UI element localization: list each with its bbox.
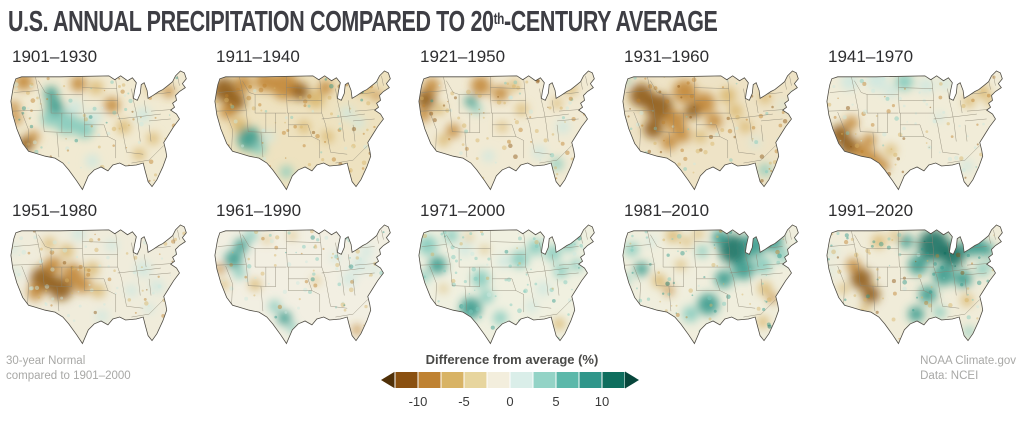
- map-cell: 1971–2000: [414, 195, 610, 349]
- legend-tick-label: 5: [552, 394, 559, 409]
- us-precipitation-map: [418, 224, 595, 345]
- us-precipitation-map: [622, 224, 799, 345]
- map-cell: 1961–1990: [210, 195, 406, 349]
- source-credit: NOAA Climate.gov Data: NCEI: [920, 354, 1016, 385]
- us-precipitation-map: [418, 70, 595, 191]
- map-period-label: 1971–2000: [420, 201, 506, 221]
- title-row: U.S. ANNUAL PRECIPITATION COMPARED TO 20…: [8, 6, 1024, 39]
- map-period-label: 1901–1930: [12, 47, 98, 66]
- color-legend: Difference from average (%) -10 -5 0 5 10: [381, 352, 643, 410]
- legend-tick-label: -10: [409, 394, 428, 409]
- map-period-label: 1941–1970: [828, 47, 914, 66]
- map-period-label: 1911–1940: [216, 47, 300, 66]
- baseline-note-line2: compared to 1901–2000: [6, 370, 131, 383]
- map-cell: 1991–2020: [822, 195, 1018, 349]
- map-cell: 1901–1930: [6, 41, 202, 195]
- us-precipitation-map: [826, 70, 1003, 191]
- legend-scale: -10 -5 0 5 10: [381, 370, 639, 409]
- map-cell: 1981–2010: [618, 195, 814, 349]
- baseline-note: 30-year Normal compared to 1901–2000: [6, 354, 131, 385]
- map-cell: 1921–1950: [414, 41, 610, 195]
- map-period-label: 1991–2020: [828, 201, 914, 221]
- us-precipitation-map: [10, 70, 187, 191]
- footer: 30-year Normal compared to 1901–2000 Dif…: [0, 352, 1024, 410]
- map-period-label: 1981–2010: [624, 201, 710, 221]
- legend-tick-label: 10: [595, 394, 609, 409]
- legend-title: Difference from average (%): [425, 351, 599, 367]
- map-cell: 1951–1980: [6, 195, 202, 349]
- us-precipitation-map: [10, 224, 187, 345]
- legend-tick-label: 0: [506, 394, 513, 409]
- map-period-label: 1951–1980: [12, 201, 98, 221]
- title-superscript: th: [493, 10, 505, 28]
- map-period-label: 1921–1950: [420, 47, 506, 66]
- map-period-label: 1961–1990: [216, 201, 302, 221]
- map-cell: 1911–1940: [210, 41, 406, 195]
- us-precipitation-map: [826, 224, 1003, 345]
- source-credit-line1: NOAA Climate.gov: [920, 354, 1016, 367]
- us-precipitation-map: [214, 70, 391, 191]
- legend-tick-label: -5: [458, 394, 470, 409]
- source-credit-line2: Data: NCEI: [920, 370, 979, 383]
- us-precipitation-map: [214, 224, 391, 345]
- us-precipitation-map: [622, 70, 799, 191]
- page-title: U.S. ANNUAL PRECIPITATION COMPARED TO 20…: [8, 6, 718, 39]
- map-cell: 1931–1960: [618, 41, 814, 195]
- baseline-note-line1: 30-year Normal: [6, 354, 86, 367]
- map-period-label: 1931–1960: [624, 47, 710, 66]
- title-suffix: -CENTURY AVERAGE: [503, 6, 718, 38]
- map-cell: 1941–1970: [822, 41, 1018, 195]
- maps-grid: 1901–1930 1911–1940 1921–1950 1931–1960 1941…: [0, 41, 1024, 350]
- legend-color-bar: -10 -5 0 5 10: [381, 368, 643, 410]
- title-prefix: U.S. ANNUAL PRECIPITATION COMPARED TO 20: [8, 6, 494, 38]
